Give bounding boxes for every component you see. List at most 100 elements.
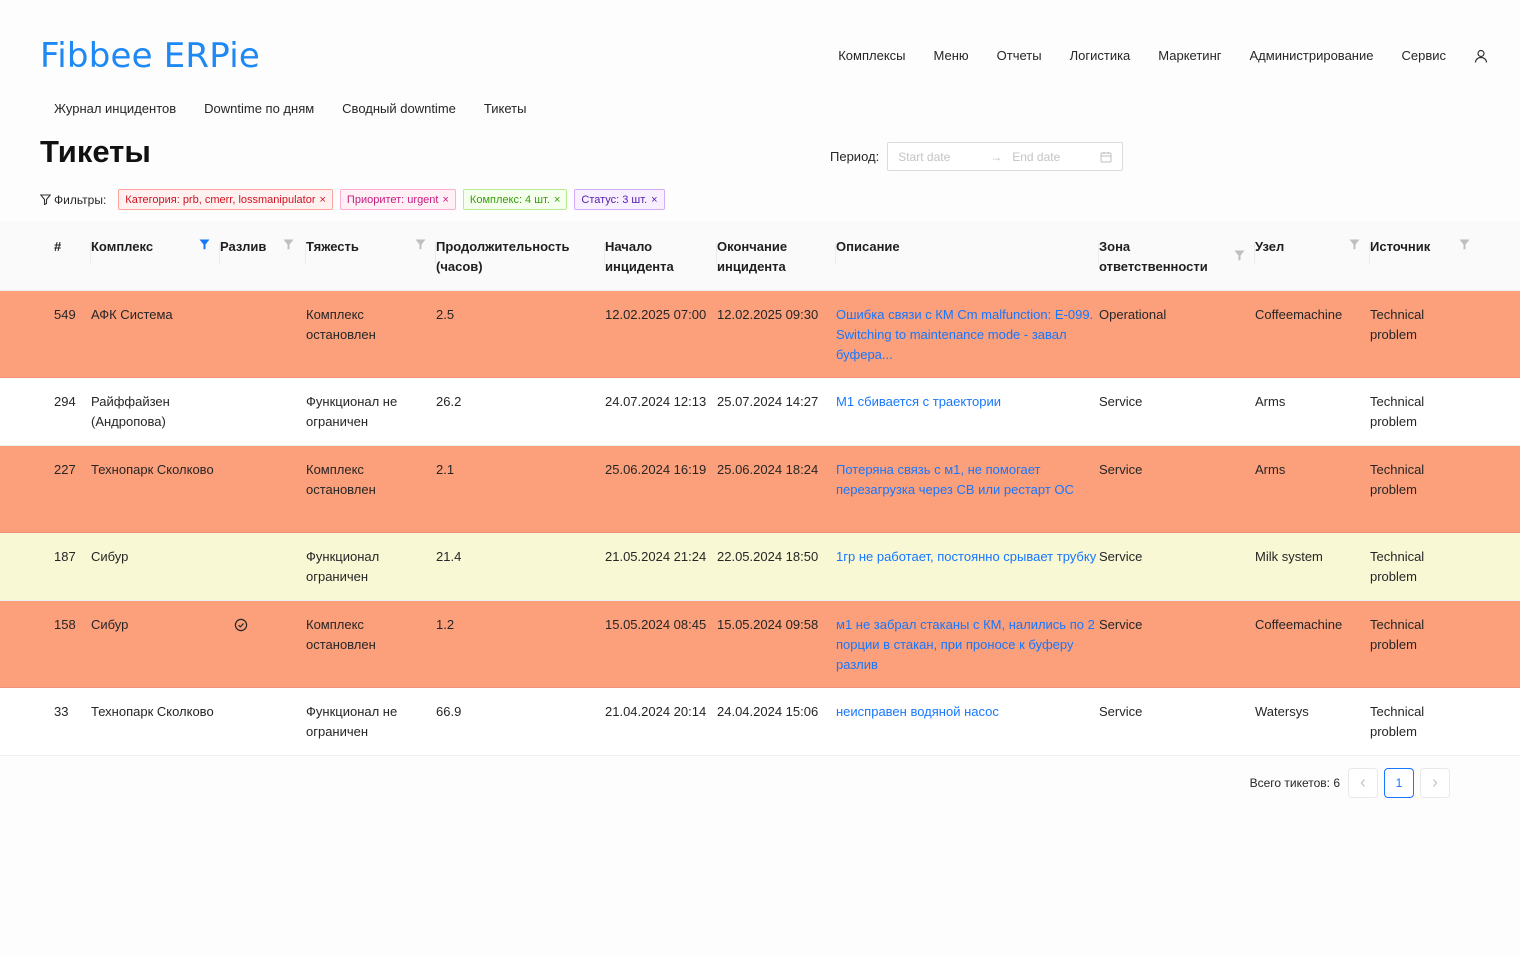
cell-id: 294 [0,377,91,446]
total-tickets: Всего тикетов: 6 [1249,776,1340,790]
page-1-button[interactable]: 1 [1384,768,1414,798]
nav-reports[interactable]: Отчеты [996,48,1042,63]
cell-complex: Сибур [91,600,220,688]
tickets-table: # Комплекс Разлив Тяжесть [0,221,1520,756]
cell-source: Technical problem [1370,290,1520,378]
cell-description: Потеряна связь с м1, не помогает перезаг… [836,445,1099,533]
filter-icon[interactable] [1349,239,1360,250]
cell-start: 25.06.2024 16:19 [605,445,717,533]
nav-menu[interactable]: Меню [933,48,969,63]
cell-complex: Сибур [91,532,220,601]
page-title: Тикеты [40,134,151,169]
cell-complex: АФК Система [91,290,220,378]
subnav-downtime-by-day[interactable]: Downtime по дням [204,101,315,116]
cell-zone: Service [1099,377,1255,446]
start-date-input[interactable]: Start date [898,149,951,164]
cell-start: 21.05.2024 21:24 [605,532,717,601]
column-header-zone[interactable]: Зона ответственности [1099,221,1255,291]
table-row[interactable]: 294 Райффайзен (Андропова) Функционал не… [0,377,1520,446]
column-header-severity[interactable]: Тяжесть [306,221,436,291]
active-filters: Фильтры: Категория: prb, cmerr, lossmani… [40,189,665,210]
description-link[interactable]: м1 не забрал стаканы с КМ, налились по 2… [836,616,1095,672]
arrow-right-icon: → [990,149,1003,164]
subnav-summary-downtime[interactable]: Сводный downtime [342,101,456,116]
cell-start: 24.07.2024 12:13 [605,377,717,446]
column-header-complex[interactable]: Комплекс [91,221,220,291]
cell-id: 549 [0,290,91,378]
table-row[interactable]: 549 АФК Система Комплекс остановлен 2.5 … [0,290,1520,378]
user-icon[interactable] [1474,49,1488,63]
cell-start: 12.02.2025 07:00 [605,290,717,378]
column-separator [716,243,717,265]
cell-duration: 2.5 [436,290,605,378]
nav-service[interactable]: Сервис [1401,48,1446,63]
filter-icon[interactable] [283,239,294,250]
column-header-node[interactable]: Узел [1255,221,1370,291]
nav-logistics[interactable]: Логистика [1069,48,1131,63]
nav-administration[interactable]: Администрирование [1249,48,1374,63]
cell-source: Technical problem [1370,687,1520,756]
period-label: Период: [830,149,880,164]
filter-icon[interactable] [1234,250,1245,261]
table-header: # Комплекс Разлив Тяжесть [0,221,1520,291]
column-separator [1098,243,1099,265]
filter-active-icon[interactable] [199,239,210,250]
column-header-spill[interactable]: Разлив [220,221,306,291]
close-icon[interactable]: × [651,193,658,206]
cell-zone: Operational [1099,290,1255,378]
cell-description: неисправен водяной насос [836,687,1099,756]
cell-severity: Функционал не ограничен [306,377,436,446]
nav-marketing[interactable]: Маркетинг [1158,48,1222,63]
cell-node: Coffeemachine [1255,290,1370,378]
filter-icon[interactable] [1459,239,1470,250]
column-separator [435,243,436,265]
filter-tag-category[interactable]: Категория: prb, cmerr, lossmanipulator × [118,189,333,210]
end-date-input[interactable]: End date [1012,149,1061,164]
cell-node: Watersys [1255,687,1370,756]
table-row[interactable]: 33 Технопарк Сколково Функционал не огра… [0,687,1520,756]
description-link[interactable]: Потеряна связь с м1, не помогает перезаг… [836,461,1074,497]
cell-node: Coffeemachine [1255,600,1370,688]
close-icon[interactable]: × [319,193,326,206]
table-body: 549 АФК Система Комплекс остановлен 2.5 … [0,290,1520,756]
cell-severity: Комплекс остановлен [306,600,436,688]
cell-source: Technical problem [1370,532,1520,601]
filter-tag-status[interactable]: Статус: 3 шт. × [574,189,665,210]
cell-node: Arms [1255,445,1370,533]
table-row[interactable]: 158 Сибур Комплекс остановлен 1.2 15.05.… [0,600,1520,688]
cell-end: 12.02.2025 09:30 [717,290,836,378]
close-icon[interactable]: × [442,193,449,206]
close-icon[interactable]: × [553,193,561,206]
filters-label: Фильтры: [54,192,107,207]
filter-tag-text: Приоритет: urgent [346,193,439,206]
description-link[interactable]: М1 сбивается с траектории [836,393,1002,409]
cell-spill [220,600,306,688]
cell-end: 24.04.2024 15:06 [717,687,836,756]
column-header-description: Описание [836,221,1099,291]
table-row[interactable]: 187 Сибур Функционал ограничен 21.4 21.0… [0,532,1520,601]
app-logo[interactable]: Fibbee ERPie [40,36,260,76]
filter-tag-complex[interactable]: Комплекс: 4 шт. × [462,189,568,210]
chevron-right-icon [1433,779,1438,787]
cell-zone: Service [1099,532,1255,601]
cell-duration: 66.9 [436,687,605,756]
next-page-button[interactable] [1420,768,1450,798]
cell-id: 158 [0,600,91,688]
date-range-picker[interactable]: Start date → End date [887,142,1124,171]
column-header-source[interactable]: Источник [1370,221,1520,291]
column-separator [1254,243,1255,265]
funnel-icon [40,194,51,205]
table-row[interactable]: 227 Технопарк Сколково Комплекс остановл… [0,445,1520,533]
calendar-icon [1100,151,1112,162]
filter-tag-priority[interactable]: Приоритет: urgent × [339,189,456,210]
prev-page-button[interactable] [1348,768,1378,798]
description-link[interactable]: неисправен водяной насос [836,703,999,719]
top-navigation: Комплексы Меню Отчеты Логистика Маркетин… [838,48,1488,63]
subnav-tickets[interactable]: Тикеты [483,101,527,116]
filter-icon[interactable] [415,239,426,250]
subnav-incident-log[interactable]: Журнал инцидентов [54,101,177,116]
description-link[interactable]: 1гр не работает, постоянно срывает трубк… [836,548,1097,564]
description-link[interactable]: Ошибка связи с КМ Cm malfunction: E-099.… [836,306,1094,362]
check-circle-icon [234,618,248,631]
nav-complexes[interactable]: Комплексы [838,48,906,63]
